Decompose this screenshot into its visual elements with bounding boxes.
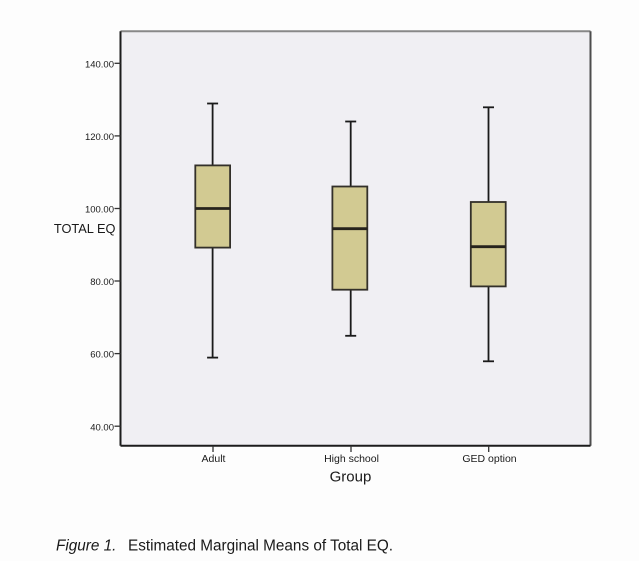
svg-text:Figure 1.Estimated Marginal Me: Figure 1. Estimated Marginal Means of Tot… xyxy=(56,537,393,554)
svg-text:Adult: Adult xyxy=(202,453,226,465)
svg-text:TOTAL EQ: TOTAL EQ xyxy=(54,221,116,236)
svg-text:80.00: 80.00 xyxy=(90,277,114,288)
svg-text:60.00: 60.00 xyxy=(90,350,114,361)
svg-text:High school: High school xyxy=(324,453,379,465)
svg-text:40.00: 40.00 xyxy=(90,422,114,433)
svg-text:100.00: 100.00 xyxy=(85,205,114,216)
svg-text:140.00: 140.00 xyxy=(85,59,114,70)
svg-text:GED option: GED option xyxy=(462,453,516,465)
svg-text:Group: Group xyxy=(330,468,372,485)
svg-text:120.00: 120.00 xyxy=(85,132,114,143)
